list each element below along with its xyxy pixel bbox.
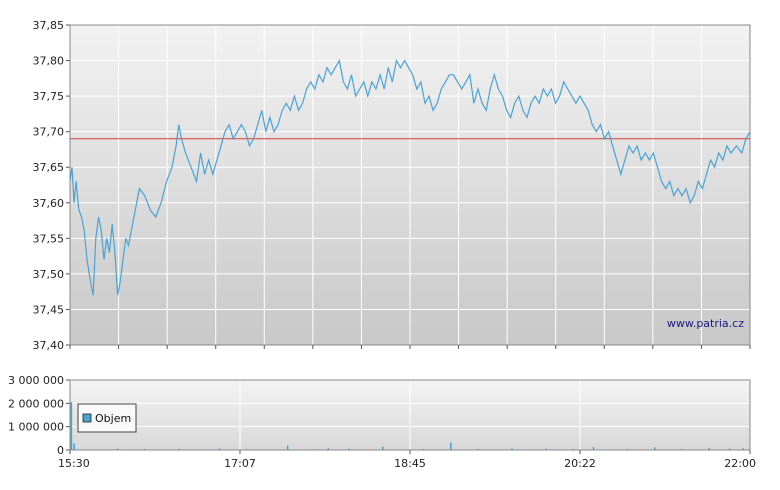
- volume-bar: [545, 448, 547, 450]
- price-y-tick-label: 37,75: [33, 90, 65, 103]
- volume-bar: [592, 446, 595, 450]
- legend-swatch: [82, 413, 92, 423]
- volume-x-tick-label: 22:00: [724, 457, 756, 470]
- price-y-tick-label: 37,45: [33, 303, 65, 316]
- price-y-tick-label: 37,60: [33, 197, 65, 210]
- volume-y-tick-labels: 3 000 000 2 000 000 1 000 000 0: [8, 374, 70, 457]
- volume-legend: Objem: [77, 403, 137, 433]
- volume-x-tick-label: 15:30: [58, 457, 90, 470]
- volume-bar: [116, 448, 119, 450]
- price-y-tick-label: 37,40: [33, 339, 65, 352]
- volume-bar: [70, 402, 73, 450]
- volume-bar: [348, 448, 350, 450]
- volume-bar: [218, 448, 221, 450]
- volume-bar: [73, 443, 75, 450]
- volume-grid: [70, 380, 750, 450]
- volume-bar: [572, 448, 574, 450]
- volume-bar: [728, 448, 731, 450]
- volume-plot-border: [69, 379, 751, 451]
- volume-bar: [742, 448, 744, 450]
- price-y-tick-labels: 37,85 37,80 37,75 37,70 37,65 37,60 37,55 37,50…: [33, 19, 70, 352]
- volume-x-tick-labels: 15:30 17:07 18:45 20:22 22:00: [58, 450, 756, 470]
- volume-y-tick-label: 3 000 000: [8, 374, 64, 387]
- price-y-tick-label: 37,55: [33, 232, 65, 245]
- price-x-tick-marks: [69, 345, 751, 349]
- watermark: www.patria.cz: [667, 317, 744, 330]
- legend-label: Objem: [95, 412, 131, 425]
- price-grid: [70, 25, 750, 345]
- volume-bar: [654, 447, 656, 450]
- price-y-tick-label: 37,65: [33, 161, 65, 174]
- volume-bar: [178, 448, 180, 450]
- volume-x-tick-label: 20:22: [564, 457, 596, 470]
- volume-y-tick-label: 2 000 000: [8, 397, 64, 410]
- price-series-line: [69, 58, 751, 296]
- price-panel: 37,85 37,80 37,75 37,70 37,65 37,60 37,55 37,50…: [33, 19, 751, 352]
- volume-bar: [708, 447, 710, 450]
- volume-bar: [626, 448, 629, 450]
- volume-x-tick-label: 17:07: [224, 457, 256, 470]
- volume-bar: [511, 448, 513, 450]
- price-y-tick-label: 37,50: [33, 268, 65, 281]
- volume-bar: [477, 448, 479, 450]
- volume-bar: [286, 445, 289, 450]
- volume-x-tick-label: 18:45: [394, 457, 426, 470]
- volume-bar: [450, 442, 452, 450]
- volume-y-tick-label: 0: [57, 444, 64, 457]
- price-y-tick-label: 37,85: [33, 19, 65, 32]
- price-y-tick-label: 37,80: [33, 55, 65, 68]
- volume-bar: [327, 448, 330, 450]
- volume-y-tick-label: 1 000 000: [8, 421, 64, 434]
- volume-bar: [382, 446, 384, 450]
- price-y-tick-label: 37,70: [33, 126, 65, 139]
